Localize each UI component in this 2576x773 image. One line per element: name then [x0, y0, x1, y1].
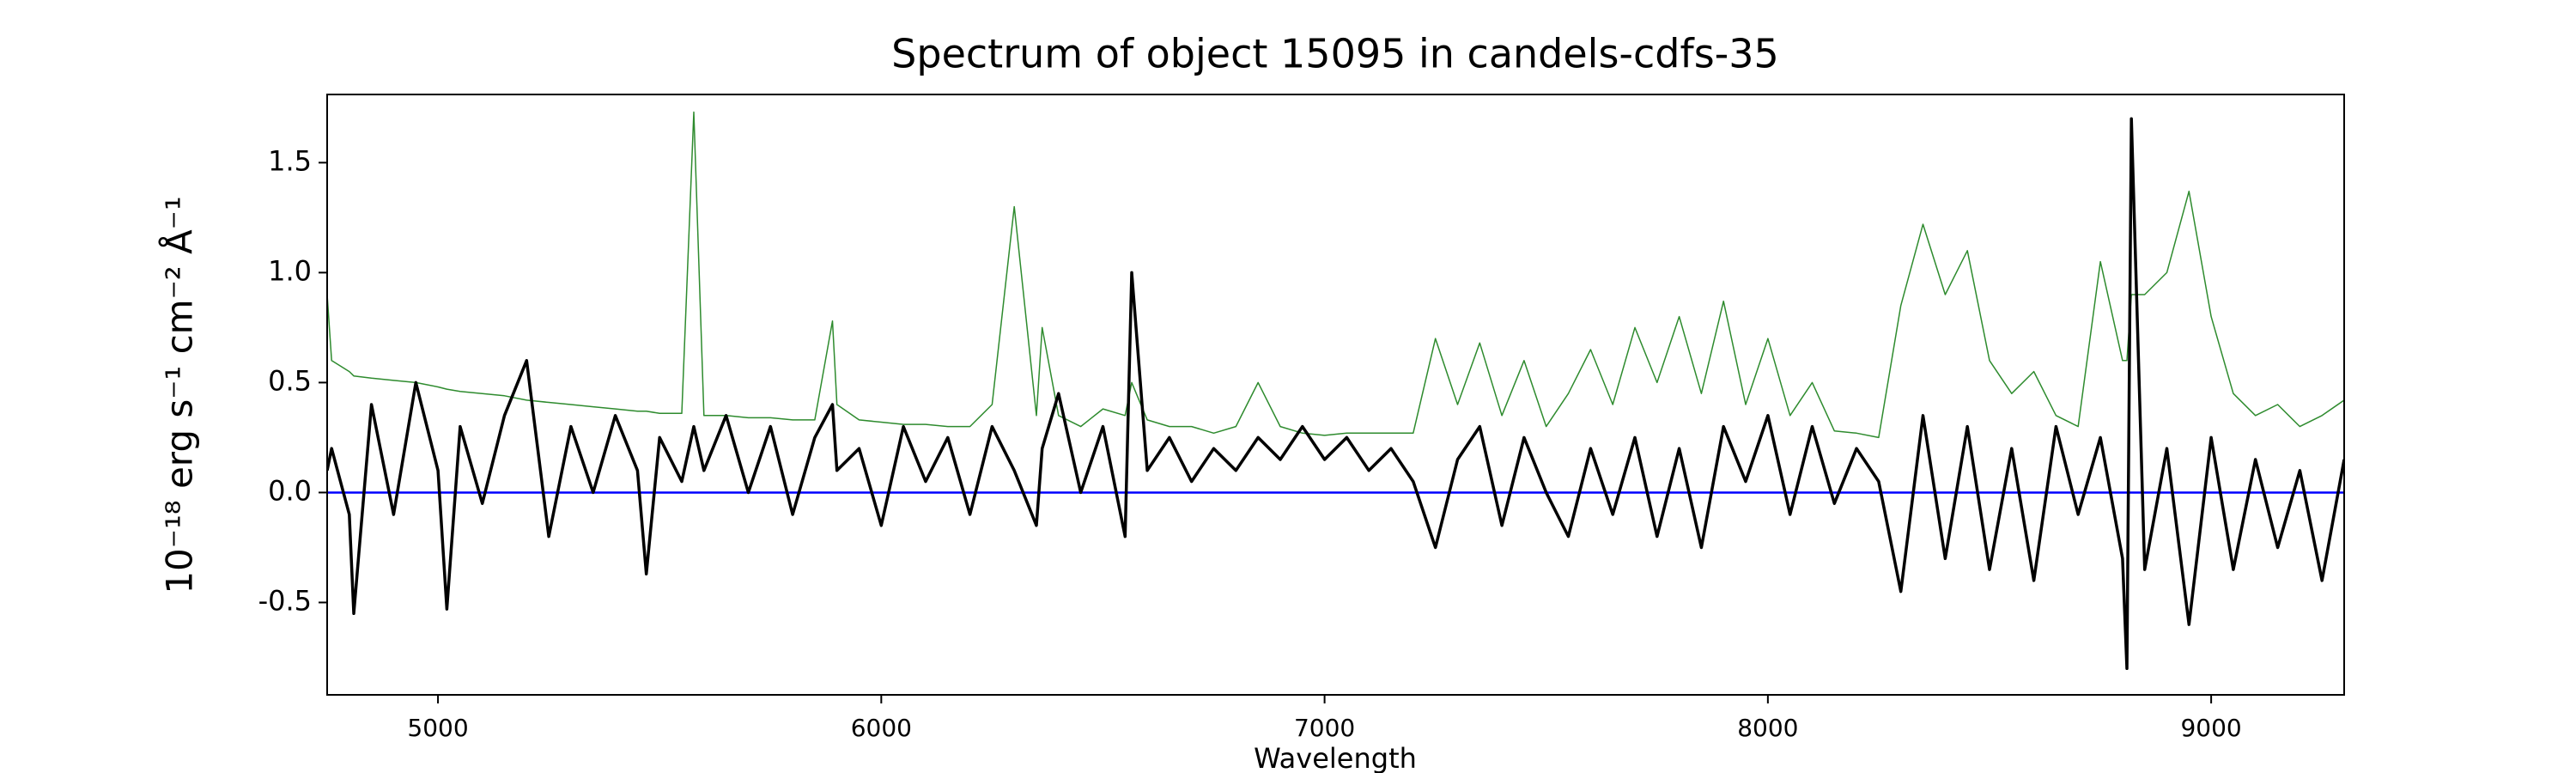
- y-tick-label: 0.0: [268, 474, 312, 507]
- y-tick-label: 1.0: [268, 254, 312, 287]
- y-axis-label: 10⁻¹⁸ erg s⁻¹ cm⁻² Å⁻¹: [158, 196, 201, 593]
- y-tick-label: 0.5: [268, 364, 312, 397]
- y-tick-label: 1.5: [268, 144, 312, 177]
- spectrum-line: [327, 111, 2344, 439]
- x-tick-label: 6000: [851, 714, 912, 742]
- x-axis-label: Wavelength: [1254, 742, 1417, 773]
- x-tick-label: 5000: [407, 714, 468, 742]
- y-tick-label: -0.5: [258, 584, 312, 617]
- x-tick-label: 9000: [2180, 714, 2241, 742]
- spectrum-line: [327, 117, 2344, 671]
- plot-frame: [326, 94, 2345, 696]
- chart-title: Spectrum of object 15095 in candels-cdfs…: [891, 31, 1779, 77]
- x-tick-label: 8000: [1737, 714, 1798, 742]
- x-tick-label: 7000: [1294, 714, 1355, 742]
